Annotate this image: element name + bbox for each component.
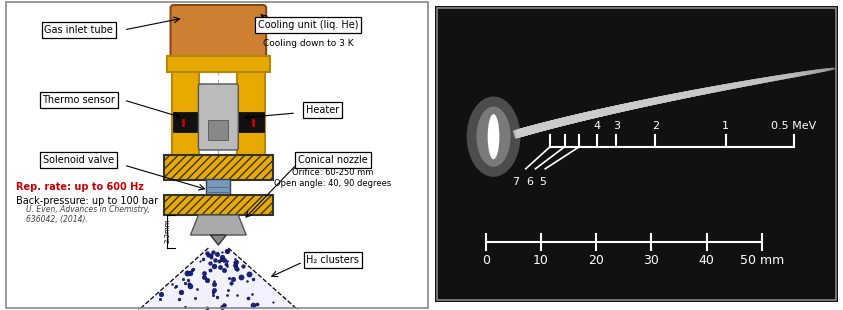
Text: 0: 0 xyxy=(481,254,490,267)
Text: Thermo sensor: Thermo sensor xyxy=(42,95,115,105)
Text: 2.2mm: 2.2mm xyxy=(164,219,170,243)
Bar xyxy=(237,72,266,158)
Bar xyxy=(167,56,270,72)
Text: 40: 40 xyxy=(699,254,715,267)
Text: Heater: Heater xyxy=(306,105,340,115)
Bar xyxy=(164,195,273,215)
Text: 2: 2 xyxy=(652,121,659,131)
Text: 3: 3 xyxy=(613,121,620,131)
Text: H₂ clusters: H₂ clusters xyxy=(306,255,359,265)
FancyBboxPatch shape xyxy=(170,5,266,61)
Ellipse shape xyxy=(467,96,520,177)
Polygon shape xyxy=(138,248,298,310)
Text: Back-pressure: up to 100 bar: Back-pressure: up to 100 bar xyxy=(16,196,158,206)
Bar xyxy=(208,120,228,140)
Text: Gas inlet tube: Gas inlet tube xyxy=(45,25,113,35)
Bar xyxy=(171,72,200,158)
Ellipse shape xyxy=(476,107,511,167)
Bar xyxy=(239,112,264,132)
Text: Conical nozzle: Conical nozzle xyxy=(298,155,368,165)
Text: 1: 1 xyxy=(722,121,729,131)
Text: Cooling down to 3 K: Cooling down to 3 K xyxy=(263,39,353,48)
Text: Orifice: 60-250 mm
Open angle: 40, 90 degrees: Orifice: 60-250 mm Open angle: 40, 90 de… xyxy=(274,168,391,188)
Text: 20: 20 xyxy=(588,254,604,267)
Text: 4: 4 xyxy=(593,121,600,131)
Text: Solenoid valve: Solenoid valve xyxy=(43,155,115,165)
Text: U. Even, Advances in Chemistry,
636042, (2014).: U. Even, Advances in Chemistry, 636042, … xyxy=(26,205,150,224)
Bar xyxy=(173,112,198,132)
Text: 30: 30 xyxy=(643,254,659,267)
Polygon shape xyxy=(191,215,246,235)
FancyBboxPatch shape xyxy=(198,84,239,150)
Polygon shape xyxy=(211,235,226,245)
Bar xyxy=(164,155,273,180)
Bar xyxy=(207,179,230,207)
Ellipse shape xyxy=(487,114,499,159)
Text: 7: 7 xyxy=(513,177,519,187)
Text: Rep. rate: up to 600 Hz: Rep. rate: up to 600 Hz xyxy=(16,182,144,192)
Text: 6: 6 xyxy=(526,177,533,187)
Text: 5: 5 xyxy=(539,177,545,187)
Text: Cooling unit (liq. He): Cooling unit (liq. He) xyxy=(258,20,358,30)
Text: 50 mm: 50 mm xyxy=(739,254,784,267)
Text: 0.5 MeV: 0.5 MeV xyxy=(771,121,817,131)
Text: 10: 10 xyxy=(533,254,549,267)
